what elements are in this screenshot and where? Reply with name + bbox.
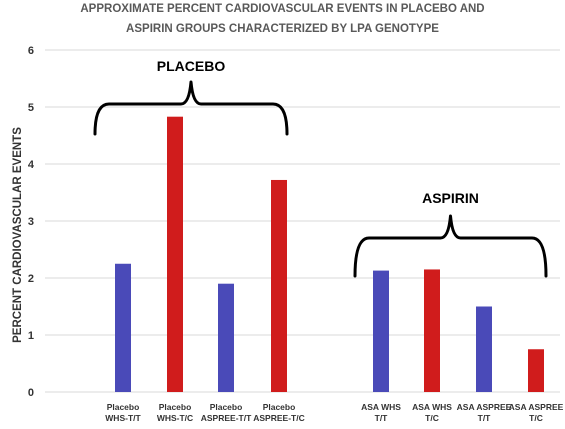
- x-tick-label: Placebo WHS-T/T: [105, 402, 141, 423]
- x-tick-label: ASA ASPREE T/C: [509, 402, 564, 423]
- bar: [167, 116, 183, 392]
- chart-title-line-2: ASPIRIN GROUPS CHARACTERIZED BY LPA GENO…: [126, 23, 439, 35]
- bar: [271, 179, 287, 392]
- x-tick-label: Placebo ASPREE-T/C: [253, 402, 304, 423]
- y-tick-label: 5: [28, 102, 34, 114]
- y-axis-ticks: 0 1 2 3 4 5 6: [28, 45, 35, 399]
- bar: [373, 270, 389, 392]
- y-tick-label: 3: [28, 216, 34, 228]
- group-label: PLACEBO: [157, 58, 226, 74]
- group-brace: [93, 80, 289, 136]
- bar: [115, 263, 131, 392]
- x-tick-label: Placebo WHS-T/C: [157, 402, 193, 423]
- x-tick-label: ASA WHS T/C: [412, 402, 452, 423]
- group-label: ASPIRIN: [422, 190, 479, 206]
- group-annotations: PLACEBO ASPIRIN: [93, 58, 548, 278]
- y-axis-label: PERCENT CARDIOVASCULAR EVENTS: [12, 127, 24, 343]
- x-axis-labels: Placebo WHS-T/T Placebo WHS-T/C Placebo ASPRE…: [105, 402, 563, 423]
- y-tick-label: 6: [28, 45, 34, 57]
- bar: [424, 269, 440, 392]
- bar: [476, 306, 492, 392]
- group-brace: [353, 214, 548, 278]
- y-tick-label: 2: [28, 273, 34, 285]
- bars: [115, 116, 544, 392]
- y-tick-label: 1: [28, 330, 34, 342]
- y-tick-label: 4: [28, 159, 35, 171]
- y-tick-label: 0: [28, 387, 34, 399]
- chart-title-line-1: APPROXIMATE PERCENT CARDIOVASCULAR EVENT…: [80, 3, 484, 15]
- x-tick-label: ASA ASPREE T/T: [457, 402, 512, 423]
- bar: [218, 283, 234, 392]
- x-tick-label: Placebo ASPREE-T/T: [201, 402, 252, 423]
- x-tick-label: ASA WHS T/T: [361, 402, 401, 423]
- bar: [528, 349, 544, 392]
